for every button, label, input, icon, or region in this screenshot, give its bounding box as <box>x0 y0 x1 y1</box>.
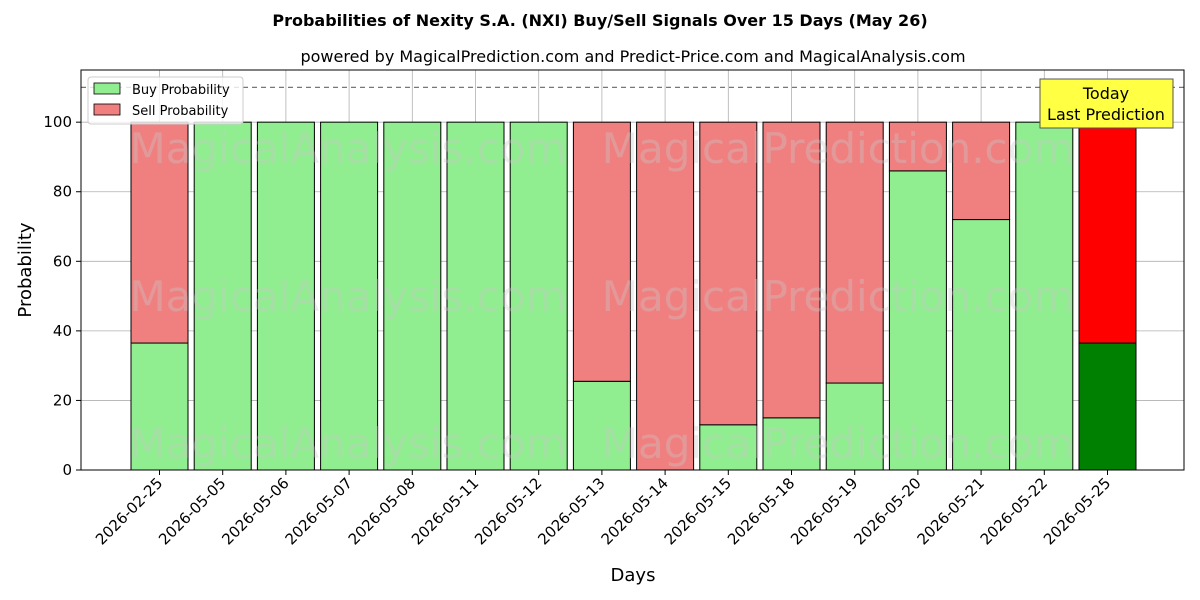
bar-sell <box>762 121 821 419</box>
bar-buy <box>256 121 315 471</box>
bar-buy <box>1078 342 1137 471</box>
bar-buy <box>572 380 631 471</box>
bar-buy <box>509 121 568 471</box>
x-axis: 2026-02-252026-05-052026-05-062026-05-07… <box>92 470 1114 548</box>
watermark-text: MagicalAnalysis.com <box>130 124 567 173</box>
bar-buy <box>383 121 442 471</box>
bars <box>130 121 1137 471</box>
bar-buy <box>952 219 1011 471</box>
x-tick-label: 2026-05-11 <box>408 474 482 548</box>
legend-swatch-sell <box>93 103 121 116</box>
annotation-line-1: Today <box>1082 84 1129 103</box>
x-tick-label: 2026-05-14 <box>598 474 672 548</box>
x-tick-label: 2026-02-25 <box>92 474 166 548</box>
annotation-line-2: Last Prediction <box>1047 105 1165 124</box>
x-tick-label: 2026-05-13 <box>534 474 608 548</box>
chart-subtitle: powered by MagicalPrediction.com and Pre… <box>300 47 965 66</box>
bar-buy <box>699 424 758 471</box>
bar-buy <box>1015 121 1074 471</box>
y-tick-label: 40 <box>53 322 72 340</box>
watermark-text: MagicalPrediction.com <box>602 124 1075 173</box>
plot-frame <box>80 69 1185 471</box>
today-annotation: Today Last Prediction <box>1039 78 1174 129</box>
x-tick-label: 2026-05-15 <box>661 474 735 548</box>
y-axis: 0 20 40 60 80 100 <box>43 113 81 479</box>
annotation-box <box>1039 78 1174 129</box>
legend-box <box>87 76 244 125</box>
y-tick-label: 20 <box>53 391 72 409</box>
x-tick-label: 2026-05-21 <box>914 474 988 548</box>
watermark-text: MagicalPrediction.com <box>602 419 1075 468</box>
x-tick-label: 2026-05-18 <box>724 474 798 548</box>
bar-sell <box>888 121 947 172</box>
legend-label-sell: Sell Probability <box>132 104 229 119</box>
y-tick-label: 100 <box>43 113 72 131</box>
x-tick-label: 2026-05-20 <box>850 474 924 548</box>
chart-title: Probabilities of Nexity S.A. (NXI) Buy/S… <box>272 11 927 30</box>
watermarks: MagicalAnalysis.com MagicalPrediction.com… <box>130 124 1075 468</box>
bar-sell <box>572 121 631 382</box>
y-tick-label: 80 <box>53 183 72 201</box>
bar-buy <box>320 121 379 471</box>
bar-sell <box>1078 121 1137 344</box>
bar-buy <box>193 121 252 471</box>
bar-buy <box>446 121 505 471</box>
legend-label-buy: Buy Probability <box>132 83 230 98</box>
bar-sell <box>699 121 758 426</box>
bar-buy <box>825 382 884 471</box>
legend-swatch-buy <box>93 82 121 95</box>
x-tick-label: 2026-05-06 <box>218 474 292 548</box>
watermark-text: MagicalAnalysis.com <box>130 419 567 468</box>
x-axis-label: Days <box>611 565 656 586</box>
bar-sell <box>825 121 884 384</box>
y-tick-label: 60 <box>53 252 72 270</box>
bar-sell <box>636 121 695 471</box>
bar-sell <box>130 121 189 344</box>
watermark-text: MagicalPrediction.com <box>602 272 1075 321</box>
y-axis-label: Probability <box>15 222 36 317</box>
x-tick-label: 2026-05-05 <box>155 474 229 548</box>
bar-buy <box>762 417 821 471</box>
watermark-text: MagicalAnalysis.com <box>130 272 567 321</box>
bar-sell <box>952 121 1011 221</box>
x-tick-label: 2026-05-19 <box>787 474 861 548</box>
y-tick-label: 0 <box>62 461 72 479</box>
x-tick-label: 2026-05-07 <box>282 474 356 548</box>
bar-buy <box>888 170 947 471</box>
x-tick-label: 2026-05-12 <box>471 474 545 548</box>
legend: Buy Probability Sell Probability <box>87 76 244 125</box>
x-tick-label: 2026-05-22 <box>977 474 1051 548</box>
x-tick-label: 2026-05-08 <box>345 474 419 548</box>
x-tick-label: 2026-05-25 <box>1040 474 1114 548</box>
